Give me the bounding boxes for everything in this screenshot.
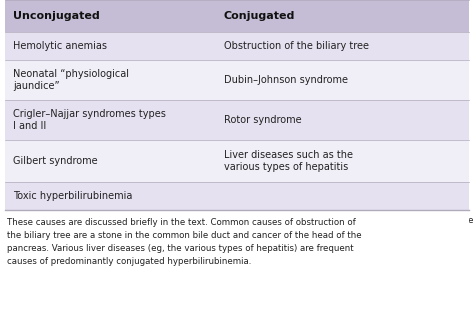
Text: These causes are discussed briefly in the text. Common causes of obstruction of
: These causes are discussed briefly in th… [7, 218, 362, 266]
Bar [5, 182, 469, 210]
Bar [5, 100, 469, 140]
Bar [5, 32, 469, 60]
Text: These causes are discussed briefly in the text. Common causes of obstruction of : These causes are discussed briefly in th… [7, 216, 474, 225]
Text: Dubin–Johnson syndrome: Dubin–Johnson syndrome [224, 75, 347, 85]
Text: Hemolytic anemias: Hemolytic anemias [13, 41, 107, 51]
Bar [5, 0, 469, 32]
Text: Obstruction of the biliary tree: Obstruction of the biliary tree [224, 41, 369, 51]
Text: Rotor syndrome: Rotor syndrome [224, 115, 301, 125]
Text: Gilbert syndrome: Gilbert syndrome [13, 156, 98, 166]
Text: Toxic hyperbilirubinemia: Toxic hyperbilirubinemia [13, 191, 132, 201]
Text: Liver diseases such as the
various types of hepatitis: Liver diseases such as the various types… [224, 149, 353, 172]
Bar [5, 140, 469, 182]
Bar [5, 60, 469, 100]
Bar [5, 214, 469, 320]
Text: Conjugated: Conjugated [224, 11, 295, 21]
Text: Neonatal “physiological
jaundice”: Neonatal “physiological jaundice” [13, 68, 129, 92]
Text: Crigler–Najjar syndromes types
I and II: Crigler–Najjar syndromes types I and II [13, 108, 166, 132]
Text: Unconjugated: Unconjugated [13, 11, 100, 21]
